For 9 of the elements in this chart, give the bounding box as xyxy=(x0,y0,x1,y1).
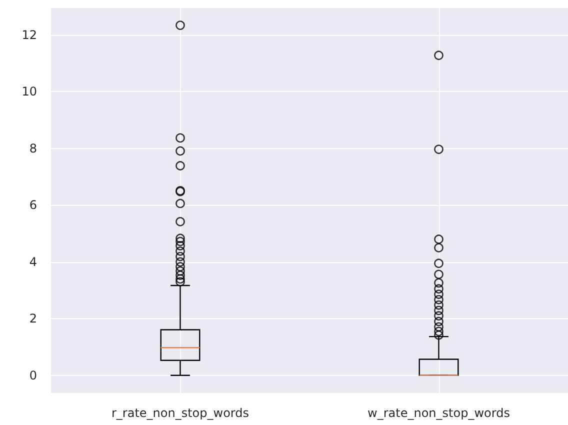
y-tick-label: 4 xyxy=(29,254,37,269)
y-tick-label: 0 xyxy=(29,368,37,382)
y-tick-label: 10 xyxy=(22,84,37,99)
x-tick-label: w_rate_non_stop_words xyxy=(368,406,510,420)
y-tick-label: 8 xyxy=(29,141,37,156)
y-tick-label: 6 xyxy=(29,198,37,212)
y-tick-label: 12 xyxy=(22,28,37,42)
y-tick-label: 2 xyxy=(29,312,37,326)
x-tick-label: r_rate_non_stop_words xyxy=(111,406,250,420)
